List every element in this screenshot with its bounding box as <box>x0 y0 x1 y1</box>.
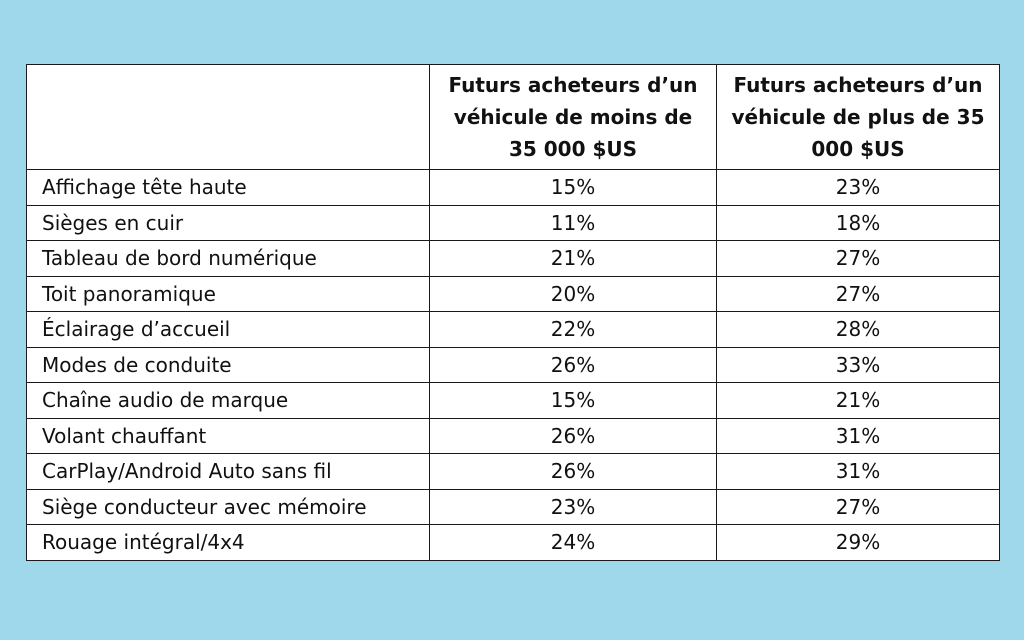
under-35k-value: 22% <box>429 311 717 348</box>
table-row: Rouage intégral/4x4 24% 29% <box>26 524 1000 561</box>
feature-label: Tableau de bord numérique <box>26 240 430 277</box>
table-header-row: Futurs acheteurs d’un véhicule de moins … <box>26 64 1000 170</box>
feature-label: Siège conducteur avec mémoire <box>26 488 430 525</box>
feature-label: Éclairage d’accueil <box>26 311 430 348</box>
feature-label: CarPlay/Android Auto sans fil <box>26 453 430 490</box>
over-35k-value: 33% <box>716 346 1000 383</box>
under-35k-value: 24% <box>429 524 717 561</box>
table-row: Toit panoramique 20% 27% <box>26 275 1000 312</box>
table-row: Modes de conduite 26% 33% <box>26 346 1000 383</box>
over-35k-value: 21% <box>716 382 1000 419</box>
table-row: Tableau de bord numérique 21% 27% <box>26 240 1000 277</box>
feature-label: Chaîne audio de marque <box>26 382 430 419</box>
feature-preference-table: Futurs acheteurs d’un véhicule de moins … <box>26 64 1000 561</box>
under-35k-value: 26% <box>429 346 717 383</box>
under-35k-value: 23% <box>429 488 717 525</box>
under-35k-value: 26% <box>429 417 717 454</box>
table-row: Sièges en cuir 11% 18% <box>26 204 1000 241</box>
under-35k-value: 20% <box>429 275 717 312</box>
over-35k-value: 27% <box>716 275 1000 312</box>
over-35k-value: 31% <box>716 453 1000 490</box>
table-row: Volant chauffant 26% 31% <box>26 417 1000 454</box>
table-row: Éclairage d’accueil 22% 28% <box>26 311 1000 348</box>
under-35k-value: 21% <box>429 240 717 277</box>
feature-label: Volant chauffant <box>26 417 430 454</box>
header-under-35k: Futurs acheteurs d’un véhicule de moins … <box>429 64 717 170</box>
table-row: Affichage tête haute 15% 23% <box>26 169 1000 206</box>
under-35k-value: 15% <box>429 382 717 419</box>
feature-label: Sièges en cuir <box>26 204 430 241</box>
over-35k-value: 31% <box>716 417 1000 454</box>
table-row: Chaîne audio de marque 15% 21% <box>26 382 1000 419</box>
over-35k-value: 23% <box>716 169 1000 206</box>
over-35k-value: 18% <box>716 204 1000 241</box>
over-35k-value: 29% <box>716 524 1000 561</box>
over-35k-value: 27% <box>716 488 1000 525</box>
feature-label: Toit panoramique <box>26 275 430 312</box>
feature-label: Rouage intégral/4x4 <box>26 524 430 561</box>
under-35k-value: 15% <box>429 169 717 206</box>
header-feature-column <box>26 64 430 170</box>
table-row: CarPlay/Android Auto sans fil 26% 31% <box>26 453 1000 490</box>
under-35k-value: 11% <box>429 204 717 241</box>
over-35k-value: 28% <box>716 311 1000 348</box>
over-35k-value: 27% <box>716 240 1000 277</box>
feature-table-container: Futurs acheteurs d’un véhicule de moins … <box>26 64 1000 561</box>
table-row: Siège conducteur avec mémoire 23% 27% <box>26 488 1000 525</box>
feature-label: Modes de conduite <box>26 346 430 383</box>
feature-label: Affichage tête haute <box>26 169 430 206</box>
under-35k-value: 26% <box>429 453 717 490</box>
header-over-35k: Futurs acheteurs d’un véhicule de plus d… <box>716 64 1000 170</box>
